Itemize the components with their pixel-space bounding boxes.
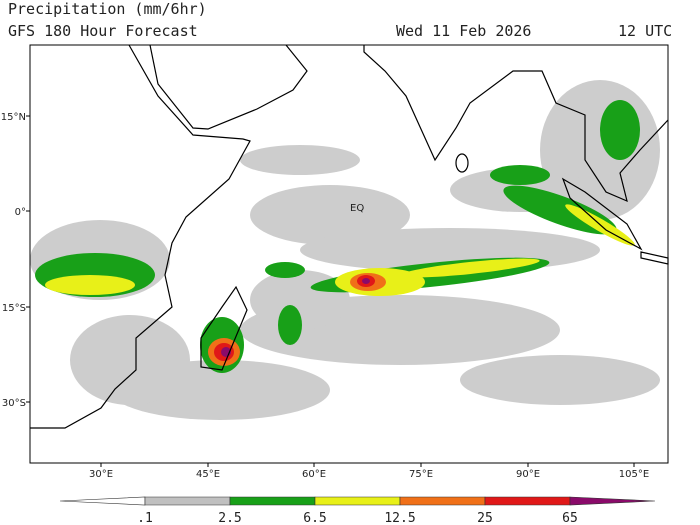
- colorbar-segment: [229, 496, 316, 506]
- lat-label: 30°S: [2, 398, 26, 409]
- colorbar-segment: [569, 496, 656, 506]
- lat-label: 0°: [15, 207, 26, 218]
- lon-label: 60°E: [302, 469, 326, 480]
- lon-labels: 30°E 45°E 60°E 75°E 90°E 105°E: [89, 463, 649, 480]
- map-frame: [29, 44, 669, 464]
- colorbar-segment: [484, 496, 571, 506]
- equator-label: EQ: [350, 203, 364, 214]
- colorbar-label: 2.5: [218, 511, 241, 525]
- colorbar-segment: [144, 496, 231, 506]
- lon-label: 30°E: [89, 469, 113, 480]
- subtitle: GFS 180 Hour Forecast: [8, 22, 198, 40]
- colorbar-segment: [314, 496, 401, 506]
- lon-label: 105°E: [619, 469, 649, 480]
- time: 12 UTC: [618, 22, 672, 40]
- colorbar-label: 65: [562, 511, 578, 525]
- colorbar-label: 6.5: [303, 511, 326, 525]
- colorbar-label: .1: [137, 511, 153, 525]
- lat-labels: 15°N 0° 15°S 30°S: [1, 112, 30, 409]
- lon-label: 45°E: [196, 469, 220, 480]
- lat-label: 15°S: [2, 303, 26, 314]
- lon-label: 75°E: [409, 469, 433, 480]
- coastlines: [30, 44, 669, 429]
- precip-light: [30, 80, 660, 420]
- title: Precipitation (mm/6hr): [8, 0, 207, 18]
- colorbar: .1 2.5 6.5 12.5 25 65: [59, 496, 656, 525]
- colorbar-segment: [59, 496, 146, 506]
- lat-label: 15°N: [1, 112, 26, 123]
- map-area: EQ 15°N 0° 15°S 30°S 30°E 45°E 60°E 75°E 90°E 10…: [1, 44, 669, 480]
- colorbar-label: 25: [477, 511, 493, 525]
- colorbar-label: 12.5: [384, 511, 415, 525]
- date: Wed 11 Feb 2026: [396, 22, 531, 40]
- lon-label: 90°E: [516, 469, 540, 480]
- colorbar-segment: [399, 496, 486, 506]
